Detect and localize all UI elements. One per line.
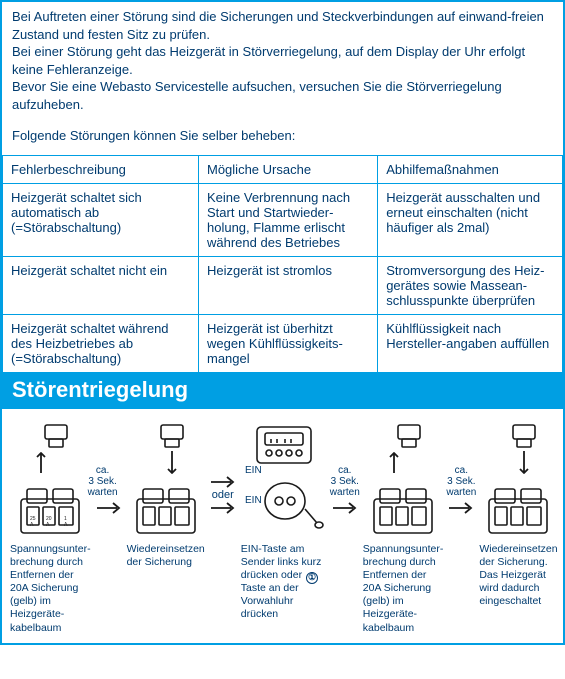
arrow-right-icon	[447, 500, 475, 516]
troubleshoot-table: Fehlerbeschreibung Mögliche Ursache Abhi…	[2, 155, 563, 373]
step-1-caption: Spannungsunter-brechung durch Entfernen …	[8, 539, 93, 635]
th-fault: Fehlerbeschreibung	[3, 155, 199, 183]
cell: Heizgerät ist überhitzt wegen Kühlflüssi…	[199, 314, 378, 372]
fuse-remove-icon	[368, 421, 438, 539]
fuse-remove-icon: 25 20 1 A A A	[15, 421, 85, 539]
connector-2: oder	[209, 419, 237, 515]
intro-p1: Bei Auftreten einer Störung sind die Sic…	[12, 8, 553, 43]
connector-4: ca.3 Sek. warten	[447, 419, 475, 516]
step-2: Wiedereinsetzen der Sicherung	[125, 419, 207, 611]
arrow-right-icon	[95, 500, 123, 516]
step-5: Wiedereinsetzen der Sicherung. Das Heizg…	[477, 419, 559, 611]
wait-label: ca.3 Sek. warten	[446, 465, 476, 498]
cell: Kühlflüssigkeit nach Hersteller-angaben …	[378, 314, 563, 372]
arrow-right-icon	[209, 501, 237, 515]
timer-remote-icon: EIN EIN	[239, 421, 329, 539]
document-page: Bei Auftreten einer Störung sind die Sic…	[0, 0, 565, 645]
cell: Heizgerät schaltet sich automatisch ab (…	[3, 183, 199, 256]
connector-3: ca.3 Sek. warten	[331, 419, 359, 516]
wait-label: ca.3 Sek. warten	[88, 465, 118, 498]
th-remedy: Abhilfemaßnahmen	[378, 155, 563, 183]
intro-p3: Bevor Sie eine Webasto Servicestelle auf…	[12, 78, 553, 113]
cell: Stromversorgung des Heiz-gerätes sowie M…	[378, 256, 563, 314]
table-row: Heizgerät schaltet sich automatisch ab (…	[3, 183, 563, 256]
fuse-insert-icon	[483, 421, 553, 539]
step-3-caption: EIN-Taste am Sender links kurz drücken o…	[239, 539, 329, 622]
ein-label-1: EIN	[245, 465, 262, 476]
intro-p2: Bei einer Störung geht das Heizgerät in …	[12, 43, 553, 78]
cell: Heizgerät schaltet während des Heizbetri…	[3, 314, 199, 372]
intro-p4: Folgende Störungen können Sie selber beh…	[12, 127, 553, 145]
unlock-diagram: 25 20 1 A A A Spannungsunter-brechung du…	[2, 407, 563, 645]
step-1: 25 20 1 A A A Spannungsunter-brechung du…	[8, 419, 93, 635]
ein-label-2: EIN	[245, 495, 262, 506]
connector-1: ca.3 Sek. warten	[95, 419, 123, 516]
arrow-right-icon	[331, 500, 359, 516]
instant-heat-icon: ①	[306, 572, 318, 584]
table-header-row: Fehlerbeschreibung Mögliche Ursache Abhi…	[3, 155, 563, 183]
cell: Heizgerät schaltet nicht ein	[3, 256, 199, 314]
cell: Keine Verbrennung nach Start und Startwi…	[199, 183, 378, 256]
section-title: Störentriegelung	[2, 373, 563, 407]
or-label: oder	[212, 489, 234, 501]
step-2-caption: Wiedereinsetzen der Sicherung	[125, 539, 207, 611]
table-row: Heizgerät schaltet während des Heizbetri…	[3, 314, 563, 372]
step-4-caption: Spannungsunter-brechung durch Entfernen …	[361, 539, 446, 635]
fuse-insert-icon	[131, 421, 201, 539]
table-row: Heizgerät schaltet nicht ein Heizgerät i…	[3, 256, 563, 314]
step-4: Spannungsunter-brechung durch Entfernen …	[361, 419, 446, 635]
wait-label: ca.3 Sek. warten	[330, 465, 360, 498]
step-3: EIN EIN	[239, 419, 329, 622]
intro-block: Bei Auftreten einer Störung sind die Sic…	[2, 2, 563, 155]
cell: Heizgerät ist stromlos	[199, 256, 378, 314]
th-cause: Mögliche Ursache	[199, 155, 378, 183]
arrow-right-icon	[209, 475, 237, 489]
step-3-caption-b: Taste an der Vorwahluhr drücken	[241, 582, 299, 620]
step-5-caption: Wiedereinsetzen der Sicherung. Das Heizg…	[477, 539, 559, 611]
cell: Heizgerät ausschalten und erneut einscha…	[378, 183, 563, 256]
